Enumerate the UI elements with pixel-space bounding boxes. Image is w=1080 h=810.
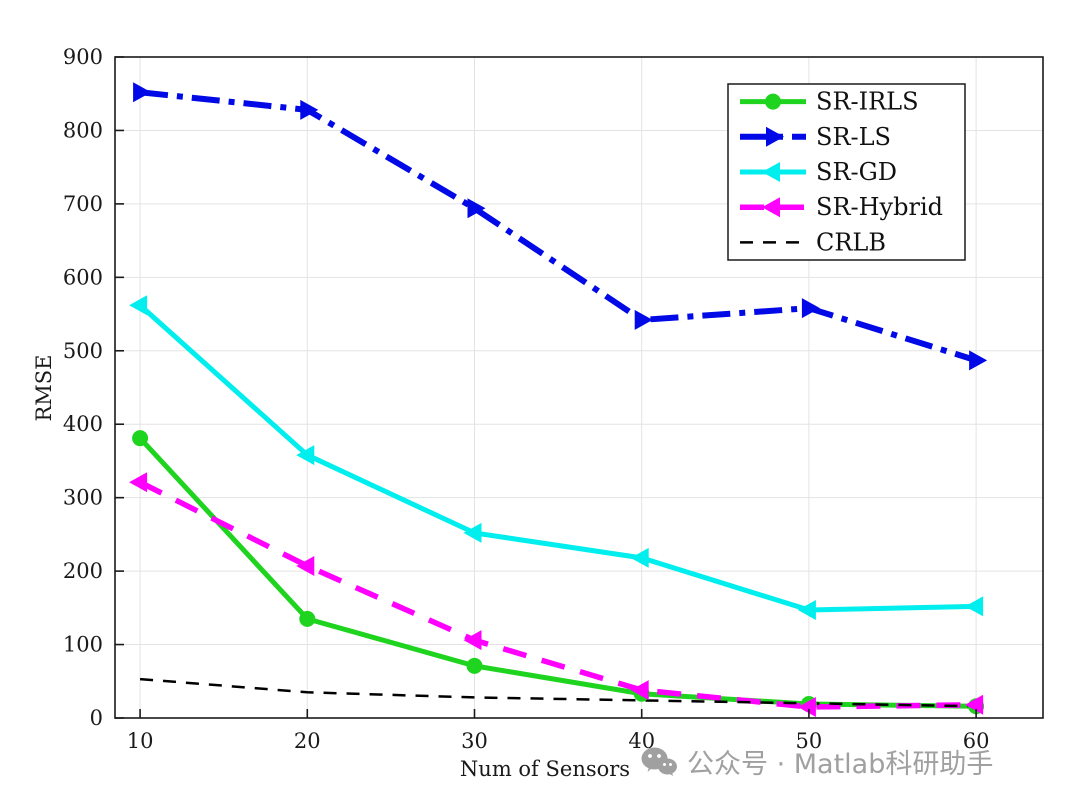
- legend-label-CRLB: CRLB: [816, 228, 886, 256]
- wechat-icon: [641, 747, 677, 776]
- series-marker-SR-Hybrid: [965, 694, 984, 715]
- y-tick-label: 100: [63, 633, 103, 657]
- legend-label-SR-GD: SR-GD: [816, 158, 897, 186]
- series-marker-SR-Hybrid: [129, 472, 148, 493]
- legend-marker-SR-GD: [762, 162, 780, 182]
- series-marker-SR-Hybrid: [296, 555, 315, 576]
- legend-marker-SR-LS: [766, 126, 784, 147]
- series-marker-SR-LS: [133, 82, 152, 103]
- legend-label-SR-IRLS: SR-IRLS: [816, 88, 919, 116]
- series-line-SR-GD: [138, 303, 977, 613]
- series-line-CRLB: [139, 677, 977, 708]
- series-marker-SR-Hybrid: [797, 696, 816, 717]
- watermark-text: 公众号 · Matlab科研助手: [687, 749, 994, 780]
- axes-box: [114, 56, 1044, 719]
- series-marker-SR-LS: [801, 298, 820, 319]
- series-marker-SR-IRLS: [132, 430, 149, 447]
- series-marker-SR-GD: [463, 522, 482, 543]
- series-marker-SR-IRLS: [299, 610, 316, 627]
- series-marker-SR-GD: [965, 596, 984, 617]
- series-marker-SR-GD: [797, 600, 816, 621]
- series-marker-SR-Hybrid: [630, 680, 649, 701]
- x-tick-label: 30: [461, 729, 488, 753]
- y-tick-label: 400: [63, 412, 103, 436]
- series-marker-SR-LS: [467, 198, 486, 219]
- y-tick-label: 300: [63, 486, 103, 510]
- x-axis-label: Num of Sensors: [459, 757, 631, 781]
- x-tick-label: 10: [127, 729, 154, 753]
- legend-label-SR-Hybrid: SR-Hybrid: [816, 193, 943, 221]
- series-line-SR-Hybrid: [138, 479, 977, 710]
- y-tick-label: 200: [63, 559, 103, 583]
- series-marker-SR-LS: [969, 350, 988, 371]
- y-tick-label: 500: [63, 339, 103, 363]
- series-marker-SR-Hybrid: [463, 630, 482, 651]
- x-tick-label: 20: [294, 729, 321, 753]
- series-marker-SR-GD: [129, 295, 148, 316]
- x-tick-label: 60: [963, 729, 990, 753]
- series-marker-SR-IRLS: [466, 657, 483, 674]
- y-tick-label: 800: [63, 118, 103, 142]
- y-tick-label: 700: [63, 192, 103, 216]
- legend-marker-SR-Hybrid: [762, 197, 780, 218]
- series-marker-SR-LS: [300, 99, 319, 120]
- y-axis-label: RMSE: [32, 354, 56, 422]
- legend-marker-SR-IRLS: [765, 93, 781, 110]
- y-tick-label: 900: [63, 45, 103, 69]
- legend-label-SR-LS: SR-LS: [816, 123, 891, 151]
- x-tick-label: 50: [796, 729, 823, 753]
- series-marker-SR-LS: [634, 309, 653, 330]
- y-tick-label: 600: [63, 265, 103, 289]
- series-marker-SR-GD: [630, 547, 649, 568]
- series-marker-SR-GD: [296, 445, 315, 466]
- watermark: 公众号 · Matlab科研助手: [640, 742, 993, 781]
- y-tick-label: 0: [90, 706, 103, 730]
